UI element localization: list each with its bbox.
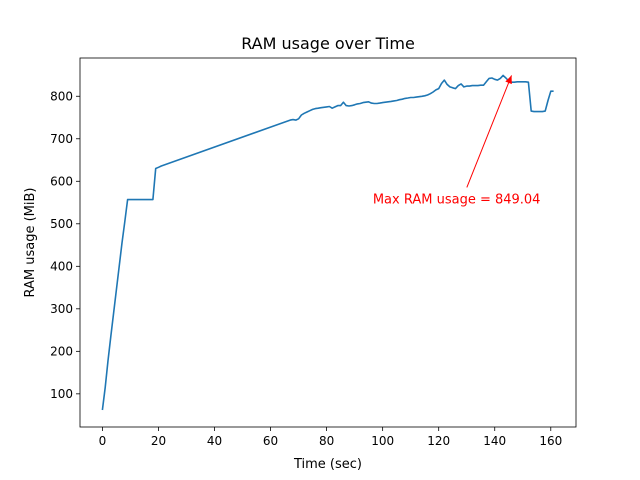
x-tick-label: 80 (319, 434, 334, 448)
axes-frame (79, 57, 577, 428)
x-tick-label: 0 (99, 434, 107, 448)
max-ram-annotation: Max RAM usage = 849.04 (373, 192, 541, 207)
x-axis-label: Time (sec) (293, 457, 362, 472)
annotation-layer: Max RAM usage = 849.04 (373, 75, 541, 207)
y-axis-label: RAM usage (MiB) (23, 188, 38, 298)
y-tick-label: 100 (50, 387, 73, 401)
x-tick-label: 100 (371, 434, 394, 448)
x-tick-label: 20 (151, 434, 166, 448)
x-axis-ticks: 0 20 40 60 80 100 120 140 160 (99, 427, 562, 448)
y-tick-label: 800 (50, 89, 73, 103)
y-tick-label: 700 (50, 132, 73, 146)
x-tick-label: 60 (263, 434, 278, 448)
series-line-0 (101, 74, 554, 411)
y-tick-label: 200 (50, 344, 73, 358)
x-tick-label: 120 (427, 434, 450, 448)
plot-area (101, 74, 554, 411)
y-tick-label: 600 (50, 174, 73, 188)
x-tick-label: 40 (207, 434, 222, 448)
chart-title: RAM usage over Time (241, 34, 415, 53)
x-tick-label: 140 (483, 434, 506, 448)
annotation-arrow-head (505, 75, 512, 85)
y-tick-label: 500 (50, 217, 73, 231)
y-tick-label: 400 (50, 259, 73, 273)
y-tick-label: 300 (50, 302, 73, 316)
annotation-arrow-line (466, 75, 513, 188)
y-axis-ticks: 100 200 300 400 500 600 700 800 (50, 89, 80, 401)
x-tick-label: 160 (539, 434, 562, 448)
